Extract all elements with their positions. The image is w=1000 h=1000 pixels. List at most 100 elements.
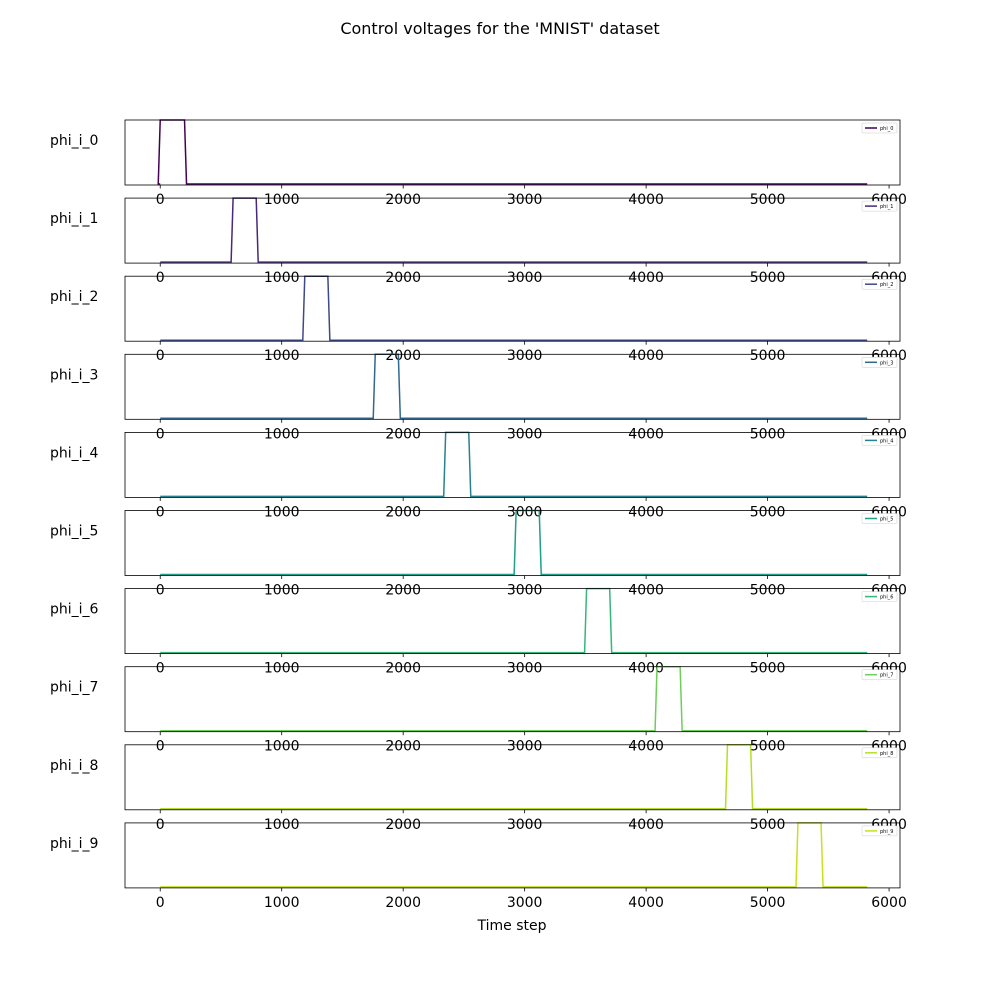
- row-label-phi_5: phi_i_5: [50, 524, 98, 540]
- x-tick-label: 4000: [628, 348, 664, 364]
- legend-box: [861, 435, 898, 446]
- x-tick-label: 3000: [507, 270, 543, 286]
- x-tick-label: 3000: [507, 504, 543, 520]
- x-tick-label: 4000: [628, 426, 664, 442]
- legend-label: phi_6: [880, 595, 893, 601]
- row-label-phi_8: phi_i_8: [50, 758, 98, 774]
- x-tick-label: 0: [156, 817, 165, 833]
- row-label-phi_1: phi_i_1: [50, 211, 98, 227]
- axes-frame: [124, 275, 901, 342]
- x-tick-label: 0: [156, 739, 165, 755]
- x-tick-label: 5000: [750, 504, 786, 520]
- legend-box: [861, 825, 898, 837]
- legend-box: [861, 513, 898, 524]
- x-tick-label: 3000: [507, 583, 543, 599]
- x-tick-label: 5000: [750, 192, 786, 208]
- legend-label: phi_8: [880, 751, 893, 757]
- x-tick-label: 2000: [385, 583, 421, 599]
- row-label-phi_2: phi_i_2: [50, 289, 98, 305]
- axes-frame: [124, 431, 901, 498]
- legend-label: phi_0: [880, 126, 893, 132]
- x-tick-label: 5000: [750, 583, 786, 599]
- row-label-phi_3: phi_i_3: [50, 367, 98, 383]
- row-label-phi_0: phi_i_0: [50, 133, 98, 149]
- legend-label: phi_4: [880, 438, 893, 444]
- legend-phi_1: phi_1: [861, 200, 898, 212]
- x-tick-label: 4000: [628, 817, 664, 833]
- row-label-phi_4: phi_i_4: [50, 445, 99, 461]
- legend-phi_2: phi_2: [861, 278, 898, 290]
- axes-frame: [124, 666, 901, 733]
- legend-label: phi_5: [880, 517, 893, 523]
- x-tick-label: 3000: [507, 895, 543, 911]
- x-tick-label: 2000: [385, 192, 421, 208]
- x-tick-label: 1000: [264, 895, 300, 911]
- x-tick-label: 3000: [507, 426, 543, 442]
- legend-phi_6: phi_6: [861, 591, 898, 602]
- x-tick-label: 3000: [507, 661, 543, 677]
- legend-label: phi_2: [880, 282, 893, 288]
- subplot-grid: 0 1000 2000 3000 4000 5000 6000 phi_i_0 phi_0 0 10…: [50, 119, 907, 911]
- x-tick-label: 3000: [507, 192, 543, 208]
- x-tick-label: 1000: [264, 504, 300, 520]
- chart-title: Control voltages for the 'MNIST' dataset: [340, 19, 659, 38]
- x-tick-label: 3000: [507, 739, 543, 755]
- x-tick-label: 4000: [628, 739, 664, 755]
- x-tick-label: 2000: [385, 504, 421, 520]
- x-tick-label: 2000: [385, 348, 421, 364]
- subplot-phi_9: 0 1000 2000 3000 4000 5000 6000 phi_i_9 phi_9: [50, 822, 907, 911]
- axes-frame: [124, 197, 901, 264]
- legend-box: [861, 122, 898, 134]
- legend-box: [861, 278, 898, 290]
- legend-box: [861, 357, 898, 368]
- x-tick-label: 2000: [385, 895, 421, 911]
- x-tick-label: 1000: [264, 817, 300, 833]
- legend-label: phi_3: [880, 360, 893, 366]
- x-tick-label: 1000: [264, 426, 300, 442]
- legend-box: [861, 200, 898, 212]
- x-tick-label: 3000: [507, 817, 543, 833]
- x-tick-label: 1000: [264, 739, 300, 755]
- x-tick-label: 1000: [264, 348, 300, 364]
- axes-frame: [124, 744, 901, 811]
- x-tick-label: 2000: [385, 817, 421, 833]
- row-label-phi_9: phi_i_9: [50, 836, 98, 852]
- legend-label: phi_9: [880, 829, 893, 835]
- legend-box: [861, 669, 898, 680]
- legend-label: phi_7: [880, 673, 893, 679]
- x-tick-label: 5000: [750, 348, 786, 364]
- x-tick-label: 3000: [507, 348, 543, 364]
- x-tick-label: 0: [156, 426, 165, 442]
- x-tick-label: 0: [156, 583, 165, 599]
- x-tick-label: 5000: [750, 817, 786, 833]
- legend-phi_7: phi_7: [861, 669, 898, 680]
- x-tick-label: 0: [156, 270, 165, 286]
- x-tick-label: 4000: [628, 192, 664, 208]
- row-label-phi_7: phi_i_7: [50, 680, 98, 696]
- legend-phi_3: phi_3: [861, 357, 898, 368]
- legend-label: phi_1: [880, 204, 893, 210]
- x-tick-label: 5000: [750, 270, 786, 286]
- x-tick-label: 4000: [628, 661, 664, 677]
- legend-phi_0: phi_0: [861, 122, 898, 134]
- x-tick-label: 2000: [385, 739, 421, 755]
- x-tick-label: 0: [156, 661, 165, 677]
- row-label-phi_6: phi_i_6: [50, 602, 99, 618]
- legend-phi_8: phi_8: [861, 747, 898, 759]
- x-tick-label: 2000: [385, 270, 421, 286]
- series-line-phi_0: [157, 119, 868, 185]
- x-tick-label: 0: [156, 504, 165, 520]
- x-tick-label: 1000: [264, 583, 300, 599]
- x-tick-label: 5000: [750, 661, 786, 677]
- x-tick-label: 5000: [750, 895, 786, 911]
